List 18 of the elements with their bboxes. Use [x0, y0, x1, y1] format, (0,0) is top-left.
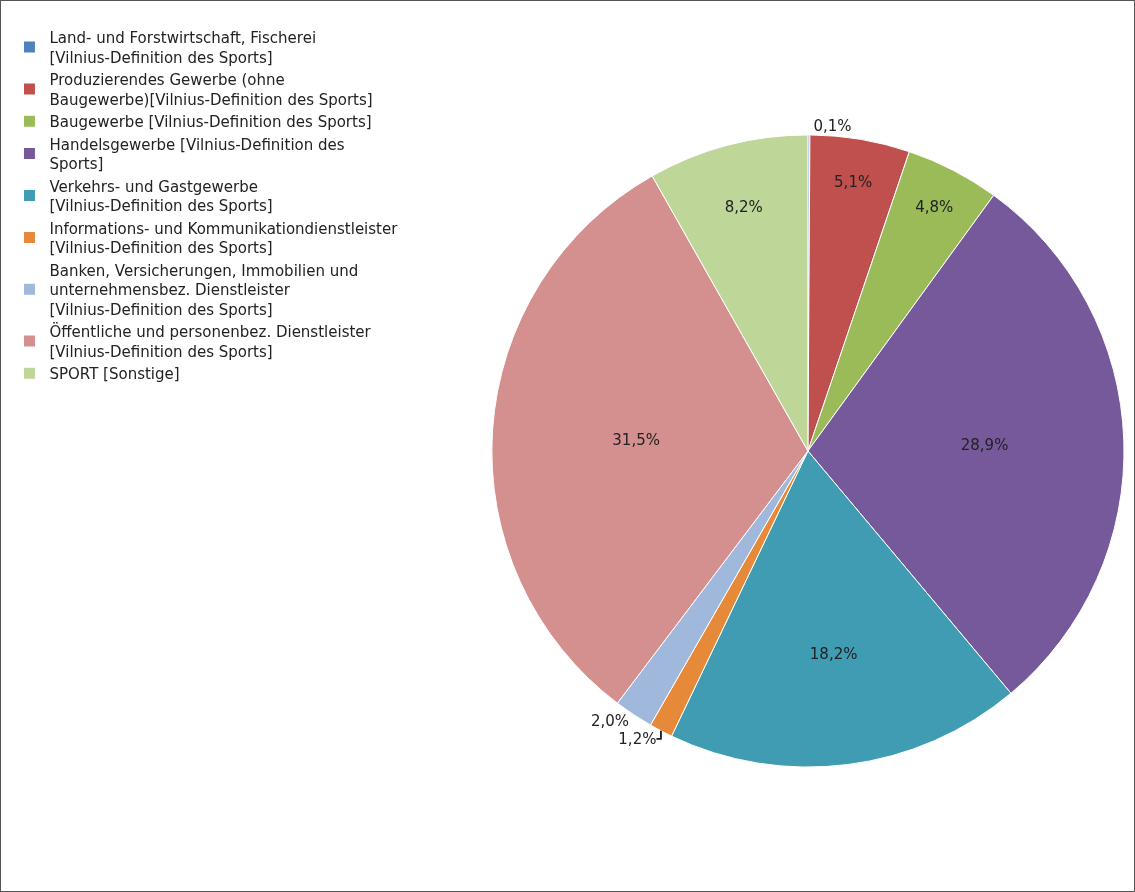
data-label: 4,8%: [915, 197, 954, 216]
data-label: 31,5%: [612, 430, 660, 449]
legend-label: Informations- und Kommunikationdienstleister [Vilnius-Definition des Sports]: [49, 219, 399, 258]
legend-label: Verkehrs- und Gastgewerbe [Vilnius-Definition des Sports]: [49, 177, 273, 216]
data-label: 18,2%: [809, 645, 858, 664]
data-label: 0,1%: [813, 116, 852, 135]
legend-label: Banken, Versicherungen, Immobilien und unternehmensbez. Dienstleister [Vilnius-Definition des Sports]: [49, 261, 359, 319]
data-label: 1,2%: [618, 729, 657, 748]
legend-label: Land- und Forstwirtschaft, Fischerei [Vilnius-Definition des Sports]: [49, 29, 317, 67]
data-label: 2,0%: [590, 711, 630, 730]
data-label: 5,1%: [834, 173, 873, 192]
legend-label: SPORT [Sonstige]: [49, 365, 180, 384]
data-label: 8,2%: [724, 198, 763, 217]
legend-label: Öffentliche und personenbez. Dienstleister [Vilnius-Definition des Sports]: [49, 322, 372, 361]
legend-label: Produzierendes Gewerbe (ohne Baugewerbe)[Vilnius-Definition des Sports]: [49, 71, 373, 109]
legend-label: Baugewerbe [Vilnius-Definition des Sports]: [49, 113, 372, 132]
legend-label: Handelsgewerbe [Vilnius-Definition des Sports]: [49, 135, 345, 174]
data-label: 28,9%: [960, 435, 1009, 454]
